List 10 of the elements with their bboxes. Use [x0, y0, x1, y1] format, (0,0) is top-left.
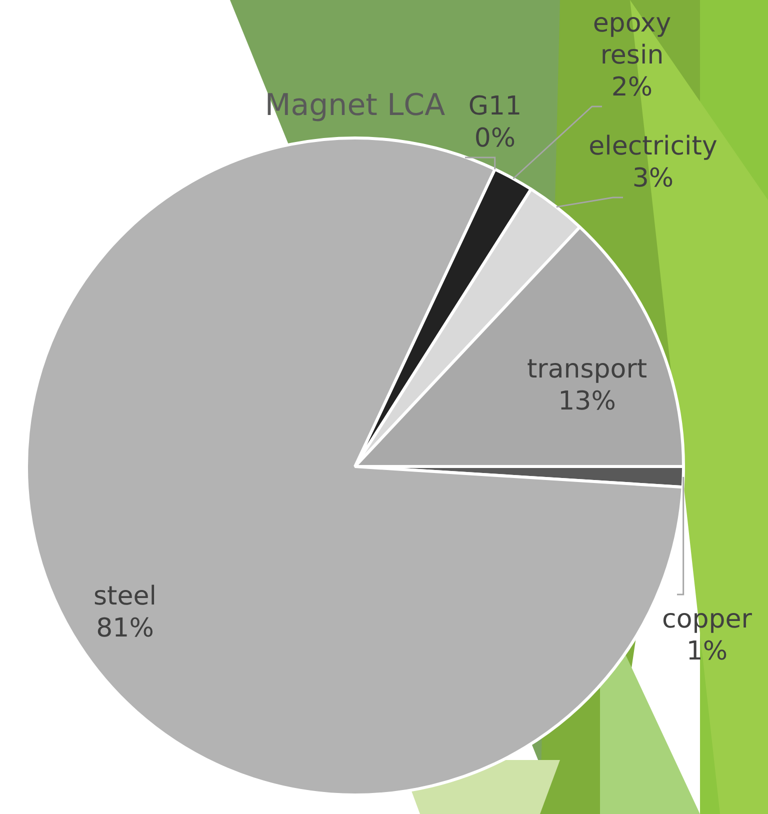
- data-label: 3%: [632, 163, 674, 194]
- slice-label: electricity: [588, 131, 718, 162]
- data-label: 81%: [96, 613, 154, 644]
- category-label: G11: [468, 91, 522, 122]
- data-label: 2%: [611, 72, 653, 102]
- slice-label: transport: [526, 354, 648, 384]
- slice-label: steel: [94, 581, 156, 612]
- slice-label: epoxy resin: [592, 8, 672, 70]
- text: 0%: [474, 123, 516, 154]
- data-label: 13%: [558, 386, 616, 416]
